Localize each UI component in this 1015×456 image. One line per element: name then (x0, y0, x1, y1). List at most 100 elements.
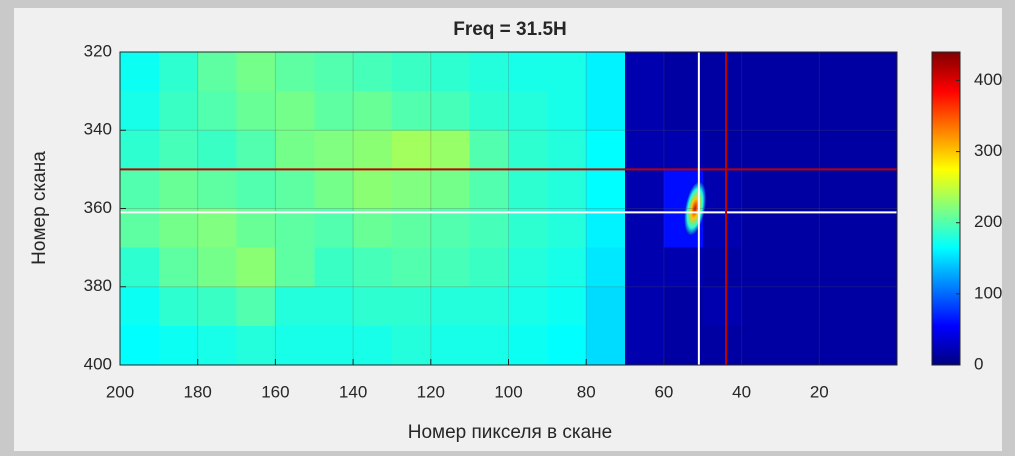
heatmap-cell (314, 130, 353, 170)
heatmap-cell (120, 52, 159, 92)
heatmap-cell (858, 52, 897, 92)
heatmap-cell (586, 91, 625, 131)
colorbar-tick-label: 100 (974, 283, 1002, 302)
heatmap-cell (237, 248, 276, 288)
heatmap-cell (470, 209, 509, 249)
y-tick-label: 340 (84, 120, 112, 139)
heatmap-cell (314, 209, 353, 249)
heatmap-cell (625, 209, 664, 249)
heatmap-cell (664, 130, 703, 170)
heatmap-cell (625, 248, 664, 288)
heatmap-cell (392, 91, 431, 131)
x-tick-label: 20 (810, 382, 829, 401)
heatmap-cell (858, 287, 897, 327)
heatmap-cell (314, 52, 353, 92)
heatmap-cell (353, 287, 392, 327)
colorbar-tick-label: 300 (974, 141, 1002, 160)
x-tick-label: 140 (339, 382, 367, 401)
heatmap-cell (586, 248, 625, 288)
heatmap-cell (392, 209, 431, 249)
heatmap-cell (819, 287, 858, 327)
heatmap-cell (858, 248, 897, 288)
heatmap-cell (198, 287, 237, 327)
heatmap-cell (159, 130, 198, 170)
chart-title: Freq = 31.5H (453, 19, 567, 40)
heatmap-cell (819, 326, 858, 366)
heatmap-cell (586, 287, 625, 327)
heatmap-cell (742, 169, 781, 209)
heatmap-cell (625, 130, 664, 170)
heatmap-cell (509, 287, 548, 327)
heatmap-cell (353, 209, 392, 249)
heatmap-cell (159, 209, 198, 249)
heatmap-cell (742, 209, 781, 249)
heatmap-cell (120, 248, 159, 288)
heatmap-cell (159, 248, 198, 288)
heatmap-cell (858, 326, 897, 366)
heatmap-cell (392, 52, 431, 92)
heatmap-cell (586, 52, 625, 92)
heatmap-cell (120, 169, 159, 209)
x-tick-label: 160 (261, 382, 289, 401)
heatmap-cell (198, 91, 237, 131)
heatmap-cell (431, 91, 470, 131)
heatmap-cell (275, 287, 314, 327)
heatmap-cell (392, 287, 431, 327)
heatmap-cell (198, 130, 237, 170)
x-tick-label: 60 (654, 382, 673, 401)
heatmap-cell (742, 248, 781, 288)
heatmap-cell (780, 248, 819, 288)
heatmap-cell (470, 91, 509, 131)
heatmap-cell (819, 169, 858, 209)
heatmap-cell (198, 248, 237, 288)
heatmap-cell (819, 130, 858, 170)
heatmap-cell (547, 52, 586, 92)
heatmap-cell (314, 91, 353, 131)
heatmap-cell (547, 287, 586, 327)
heatmap-cell (703, 169, 742, 209)
x-tick-label: 40 (732, 382, 751, 401)
heatmap-cell (819, 91, 858, 131)
heatmap-cell (237, 130, 276, 170)
heatmap-cell (625, 326, 664, 366)
heatmap-cell (586, 326, 625, 366)
heatmap-cell (858, 209, 897, 249)
heatmap-cell (742, 52, 781, 92)
heatmap-cell (275, 248, 314, 288)
heatmap-cell (120, 91, 159, 131)
heatmap-cell (470, 52, 509, 92)
heatmap-cell (392, 326, 431, 366)
heatmap-cell (703, 91, 742, 131)
x-tick-label: 200 (106, 382, 134, 401)
heatmap-cell (314, 326, 353, 366)
heatmap-cell (586, 169, 625, 209)
heatmap-cell (353, 169, 392, 209)
heatmap-cell (547, 130, 586, 170)
heatmap-cell (392, 130, 431, 170)
heatmap-cell (159, 287, 198, 327)
x-tick-label: 180 (184, 382, 212, 401)
heatmap-cell (275, 130, 314, 170)
heatmap-cell (237, 169, 276, 209)
heatmap-cell (664, 248, 703, 288)
heatmap-cell (314, 169, 353, 209)
heatmap-cell (586, 209, 625, 249)
heatmap-cell (664, 91, 703, 131)
heatmap-cell (625, 287, 664, 327)
heatmap-cell (509, 52, 548, 92)
heatmap-cell (742, 91, 781, 131)
heatmap-cell (275, 169, 314, 209)
heatmap-cell (120, 209, 159, 249)
heatmap-cell (353, 326, 392, 366)
colorbar-tick-label: 200 (974, 212, 1002, 231)
x-axis-label: Номер пикселя в скане (408, 422, 613, 443)
heatmap-cell (547, 248, 586, 288)
heatmap-cell (703, 287, 742, 327)
heatmap-cell (703, 52, 742, 92)
heatmap-cell (625, 91, 664, 131)
heatmap-cell (858, 130, 897, 170)
y-tick-label: 320 (84, 41, 112, 60)
heatmap-cell (509, 209, 548, 249)
heatmap-cell (625, 52, 664, 92)
heatmap-cell (198, 169, 237, 209)
